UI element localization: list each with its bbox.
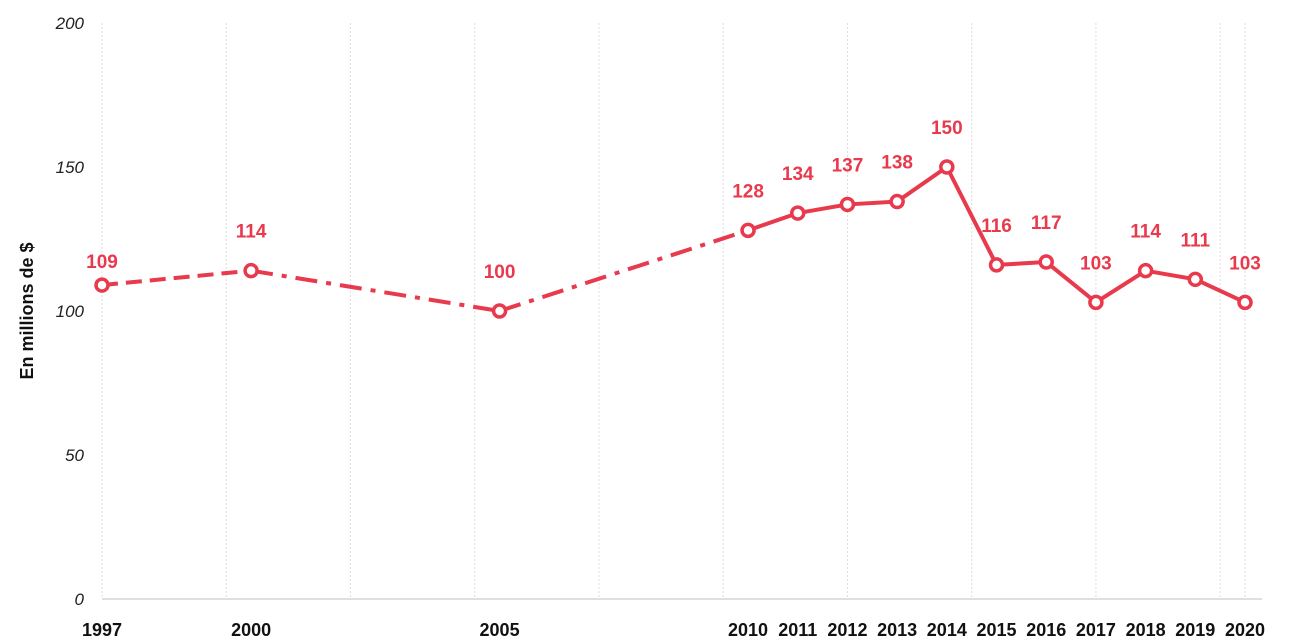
- data-label: 137: [832, 155, 864, 176]
- data-label: 103: [1080, 253, 1112, 274]
- data-point: [1038, 254, 1054, 270]
- data-label: 150: [931, 118, 963, 139]
- y-axis-ticks: 0 50 100 150 200: [55, 14, 85, 609]
- y-axis-label: En millions de $: [17, 242, 37, 379]
- data-point: [243, 262, 259, 279]
- data-label: 134: [782, 164, 814, 185]
- data-point: [889, 193, 905, 210]
- line-segment: [1094, 268, 1147, 305]
- line-segment: [797, 202, 848, 216]
- line-segment: [747, 211, 799, 233]
- line-segment: [996, 260, 1047, 267]
- data-point: [491, 303, 508, 319]
- x-tick-label: 2012: [827, 620, 867, 640]
- data-label: 117: [1031, 213, 1062, 234]
- data-point: [939, 159, 955, 175]
- series-points: [94, 159, 1253, 319]
- line-segment: [1044, 260, 1098, 304]
- series-line: [101, 165, 1246, 313]
- vertical-gridlines: [101, 23, 1246, 599]
- data-point: [1088, 294, 1104, 311]
- data-label: 100: [484, 262, 516, 283]
- line-segment: [101, 268, 252, 288]
- x-tick-label: 2018: [1126, 620, 1166, 640]
- data-point: [1187, 271, 1204, 288]
- data-label: 111: [1180, 230, 1210, 251]
- data-point: [94, 277, 110, 293]
- data-label: 138: [881, 153, 913, 174]
- x-tick-label: 2011: [778, 620, 817, 640]
- line-segment: [250, 268, 500, 313]
- y-tick-label: 50: [65, 446, 84, 465]
- data-point: [1237, 294, 1253, 311]
- line-segment: [945, 166, 999, 266]
- data-point: [1137, 262, 1154, 279]
- line-segment: [895, 165, 948, 204]
- x-tick-label: 2010: [728, 620, 768, 640]
- x-tick-label: 1997: [82, 620, 122, 640]
- x-tick-label: 2000: [231, 620, 271, 640]
- line-segment: [1194, 277, 1246, 305]
- x-tick-label: 2013: [877, 620, 917, 640]
- data-labels: 109 114 100 128 134 137 138 150 116 117 103 114 111 1…: [86, 118, 1261, 283]
- x-tick-label: 2020: [1225, 620, 1265, 640]
- x-axis-ticks: 1997 2000 2005 2010 2011 2012 2013 2014 2015 2016…: [82, 620, 1265, 640]
- x-tick-label: 2014: [927, 620, 967, 640]
- y-tick-label: 150: [56, 158, 85, 177]
- data-point: [740, 222, 756, 239]
- y-tick-label: 100: [56, 302, 85, 321]
- y-tick-label: 200: [55, 14, 85, 33]
- data-label: 128: [732, 181, 764, 202]
- data-label: 116: [981, 216, 1012, 237]
- line-segment: [1145, 268, 1196, 282]
- data-point: [789, 205, 806, 221]
- x-tick-label: 2019: [1175, 620, 1215, 640]
- y-tick-label: 0: [75, 590, 85, 609]
- data-label: 114: [1130, 222, 1161, 243]
- line-segment: [847, 199, 898, 207]
- data-point: [988, 257, 1005, 273]
- x-tick-label: 2017: [1076, 620, 1116, 640]
- data-label: 114: [236, 222, 267, 243]
- data-label: 109: [86, 252, 118, 273]
- x-tick-label: 2016: [1026, 620, 1066, 640]
- x-tick-label: 2015: [976, 620, 1016, 640]
- x-tick-label: 2005: [480, 620, 520, 640]
- data-label: 103: [1229, 253, 1261, 274]
- line-segment: [498, 228, 749, 313]
- data-point: [839, 196, 856, 213]
